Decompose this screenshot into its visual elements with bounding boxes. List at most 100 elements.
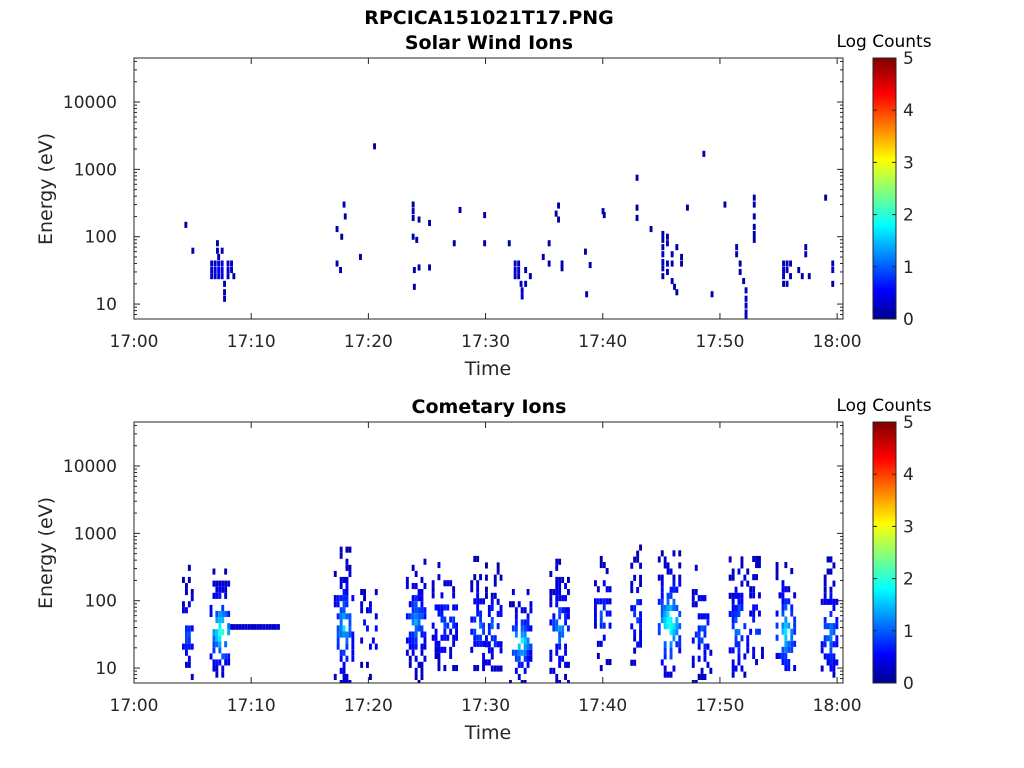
heatmap-cell xyxy=(663,623,667,630)
heatmap-cell xyxy=(567,680,570,683)
heatmap-cell xyxy=(185,583,188,590)
heatmap-cell xyxy=(731,610,735,617)
heatmap-cell xyxy=(363,595,366,602)
heatmap-cell xyxy=(345,595,349,602)
heatmap-cell xyxy=(487,623,491,630)
heatmap-cell xyxy=(339,607,343,614)
heatmap-cell xyxy=(567,625,570,632)
heatmap-cell xyxy=(555,680,559,683)
heatmap-cell xyxy=(473,634,477,641)
heatmap-cell xyxy=(345,558,349,565)
heatmap-cell xyxy=(743,623,747,630)
heatmap-cell xyxy=(789,260,792,267)
heatmap-cell xyxy=(672,635,676,642)
heatmap-cell xyxy=(752,230,756,237)
heatmap-cell xyxy=(490,647,494,654)
heatmap-cell xyxy=(221,671,225,678)
heatmap-band-cell xyxy=(268,624,272,630)
heatmap-cell xyxy=(417,619,421,626)
heatmap-cell xyxy=(657,556,661,563)
colorbar-tick-label: 0 xyxy=(903,674,914,694)
heatmap-cell xyxy=(345,576,349,583)
heatmap-cell xyxy=(411,619,415,626)
colorbar-tick-label: 2 xyxy=(903,570,914,590)
heatmap-band-cell xyxy=(250,624,254,630)
heatmap-cell xyxy=(555,619,559,626)
heatmap-cell xyxy=(608,659,612,666)
heatmap-cell xyxy=(414,613,418,620)
heatmap-cell xyxy=(185,643,188,650)
heatmap-cell xyxy=(775,610,779,617)
heatmap-cell xyxy=(743,671,747,678)
heatmap-cell xyxy=(737,629,741,636)
heatmap-cell xyxy=(639,574,642,581)
heatmap-cell xyxy=(526,589,530,596)
heatmap-cell xyxy=(487,629,491,636)
heatmap-cell xyxy=(369,643,372,650)
heatmap-cell xyxy=(212,580,216,587)
heatmap-cell xyxy=(342,607,346,614)
heatmap-cell xyxy=(476,604,480,611)
heatmap-cell xyxy=(224,610,228,617)
heatmap-cell xyxy=(185,661,188,668)
heatmap-cell xyxy=(672,665,676,672)
heatmap-cell xyxy=(567,589,570,596)
heatmap-cell xyxy=(703,655,707,662)
colorbar-tick-label: 4 xyxy=(903,465,914,485)
heatmap-cell xyxy=(781,592,785,599)
heatmap-cell xyxy=(673,283,676,290)
heatmap-cell xyxy=(473,665,477,672)
heatmap-cell xyxy=(678,562,682,569)
heatmap-cell xyxy=(476,610,480,617)
heatmap-cell xyxy=(476,598,480,605)
heatmap-cell xyxy=(411,564,415,571)
heatmap-cell xyxy=(526,637,530,644)
heatmap-cell xyxy=(666,617,670,624)
heatmap-cell xyxy=(507,240,511,247)
heatmap-cell xyxy=(832,629,836,636)
heatmap-cell xyxy=(523,619,527,626)
heatmap-cell xyxy=(348,631,352,638)
heatmap-cell xyxy=(514,655,518,662)
colorbar xyxy=(872,421,897,684)
heatmap-band-cell xyxy=(262,624,266,630)
heatmap-cell xyxy=(784,586,788,593)
heatmap-cell xyxy=(737,653,741,660)
heatmap-cell xyxy=(758,628,761,635)
heatmap-cell xyxy=(599,616,603,623)
heatmap-band-cell xyxy=(230,624,233,630)
heatmap-cell xyxy=(526,649,530,656)
heatmap-cell xyxy=(752,236,756,243)
heatmap-cell xyxy=(342,649,346,656)
heatmap-cell xyxy=(443,628,447,635)
heatmap-cell xyxy=(835,635,839,642)
heatmap-cell xyxy=(487,641,491,648)
heatmap-cell xyxy=(411,637,415,644)
heatmap-cell xyxy=(737,598,741,605)
heatmap-cell xyxy=(342,667,346,674)
heatmap-cell xyxy=(663,556,667,563)
heatmap-cell xyxy=(661,265,665,272)
heatmap-cell xyxy=(549,570,553,577)
heatmap-cell xyxy=(605,659,609,666)
heatmap-cell xyxy=(455,665,458,672)
heatmap-cell xyxy=(190,673,194,680)
heatmap-cell xyxy=(408,631,412,638)
heatmap-cell xyxy=(787,622,791,629)
heatmap-cell xyxy=(449,580,453,587)
heatmap-cell xyxy=(215,617,219,624)
heatmap-cell xyxy=(431,622,435,629)
heatmap-cell xyxy=(360,607,364,614)
heatmap-cell xyxy=(820,641,824,648)
colorbar-tick-label: 5 xyxy=(903,49,914,69)
heatmap-cell xyxy=(781,622,785,629)
heatmap-cell xyxy=(700,613,704,620)
heatmap-cell xyxy=(666,268,669,275)
heatmap-cell xyxy=(558,576,562,583)
heatmap-cell xyxy=(678,641,682,648)
heatmap-cell xyxy=(215,592,219,599)
heatmap-cell xyxy=(602,562,606,569)
heatmap-cell xyxy=(694,631,698,638)
heatmap-cell xyxy=(473,598,477,605)
heatmap-cell xyxy=(560,265,564,272)
